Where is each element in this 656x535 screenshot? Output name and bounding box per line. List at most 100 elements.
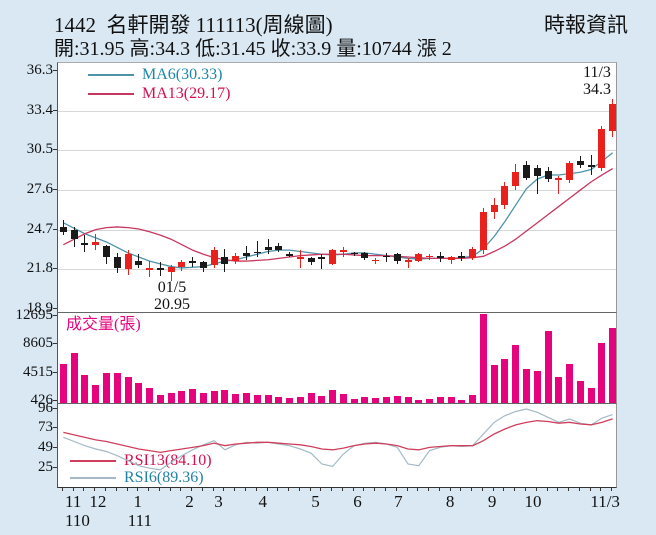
week-tick-mark <box>115 488 117 491</box>
volume-bar <box>221 389 229 403</box>
candle-wick <box>256 240 258 257</box>
week-tick-mark <box>546 488 548 491</box>
week-tick-mark <box>72 488 74 491</box>
month-label: 3 <box>214 492 223 511</box>
volume-bar <box>566 364 574 403</box>
candle-wick <box>267 239 269 255</box>
volume-bar <box>361 397 369 403</box>
candle-body <box>199 262 207 268</box>
volume-bar <box>113 373 121 403</box>
price-gridline <box>58 190 616 192</box>
candle-body <box>382 255 390 258</box>
week-tick-mark <box>180 488 182 491</box>
volume-bar <box>275 396 283 403</box>
volume-bar <box>189 389 197 403</box>
week-tick-mark <box>104 488 106 491</box>
candle-body <box>318 256 326 259</box>
volume-bar <box>490 364 498 403</box>
volume-bar <box>199 392 207 403</box>
candle-body <box>522 165 530 178</box>
volume-ytick-mark <box>53 371 57 373</box>
rsi13-legend: RSI13(84.10) <box>70 452 212 469</box>
candle-body <box>555 177 563 181</box>
month-label: 7 <box>394 492 403 511</box>
price-ytick-label: 18.9 <box>26 299 53 316</box>
week-tick-mark <box>212 488 214 491</box>
week-tick-mark <box>417 488 419 491</box>
rsi-ytick-mark <box>53 467 57 469</box>
week-tick-mark <box>94 488 96 491</box>
volume-ytick-mark <box>53 314 57 316</box>
week-tick-mark <box>492 488 494 491</box>
candle-body <box>253 251 261 254</box>
price-ytick-mark <box>53 189 57 191</box>
week-tick-mark <box>266 488 268 491</box>
volume-bar <box>264 394 272 403</box>
ma13-swatch-line <box>88 93 134 96</box>
week-tick-mark <box>578 488 580 491</box>
candle-body <box>275 246 283 251</box>
candle-wick <box>342 247 344 257</box>
volume-bar <box>307 393 315 403</box>
month-label: 9 <box>487 492 497 511</box>
candle-body <box>339 250 347 252</box>
candle-body <box>458 255 466 259</box>
week-tick-mark <box>234 488 236 491</box>
price-ytick-label: 27.6 <box>26 181 53 198</box>
volume-bar <box>92 384 100 403</box>
ma13-legend-label: MA13(29.17) <box>142 85 231 102</box>
volume-bar <box>318 396 326 403</box>
ma6-legend: MA6(30.33) <box>88 66 222 83</box>
candle-body <box>501 185 509 206</box>
week-tick-mark <box>611 488 613 491</box>
candle-wick <box>558 176 560 195</box>
rsi13-legend-label: RSI13(84.10) <box>124 452 212 469</box>
volume-ytick-label: 4515 <box>23 363 53 380</box>
candle-body <box>286 254 294 256</box>
week-tick-mark <box>471 488 473 491</box>
volume-bar <box>426 398 434 403</box>
rsi6-swatch-line <box>70 477 116 480</box>
candle-wick <box>590 154 592 175</box>
volume-ytick-mark <box>53 400 57 402</box>
rsi-panel: RSI13(84.10) RSI6(89.36) <box>57 403 617 488</box>
month-label: 5 <box>311 492 320 511</box>
week-tick-mark <box>438 488 440 491</box>
candle-body <box>566 162 574 181</box>
rsi13-swatch-line <box>70 460 116 463</box>
volume-bar <box>156 395 164 403</box>
rsi-ytick-label: 25 <box>38 459 53 476</box>
candle-body <box>124 254 132 270</box>
price-gridline <box>58 150 616 152</box>
week-tick-mark <box>374 488 376 491</box>
week-tick-mark <box>255 488 257 491</box>
high-annotation: 11/3 34.3 <box>583 64 611 98</box>
candle-body <box>113 256 121 268</box>
candle-body <box>70 229 78 240</box>
volume-bar <box>382 396 390 403</box>
volume-ytick-label: 12695 <box>15 306 54 323</box>
candle-body <box>81 243 89 245</box>
price-ytick-mark <box>53 228 57 230</box>
rsi13-line <box>63 418 613 453</box>
week-tick-mark <box>352 488 354 491</box>
volume-bar <box>167 393 175 403</box>
week-tick-mark <box>288 488 290 491</box>
price-ytick-label: 24.7 <box>26 220 53 237</box>
volume-bar <box>522 368 530 403</box>
volume-bar <box>81 374 89 403</box>
candle-body <box>146 267 154 270</box>
volume-bar <box>512 344 520 403</box>
volume-panel: 成交量(張) <box>57 312 617 403</box>
week-tick-mark <box>244 488 246 491</box>
month-label: 8 <box>445 492 455 511</box>
week-tick-mark <box>320 488 322 491</box>
candle-body <box>436 255 444 259</box>
week-tick-mark <box>201 488 203 491</box>
volume-bar <box>458 400 466 403</box>
volume-bar <box>135 382 143 403</box>
price-gridline <box>58 110 616 112</box>
volume-bar <box>393 396 401 403</box>
month-label: 10 <box>524 492 542 511</box>
week-tick-mark <box>589 488 591 491</box>
